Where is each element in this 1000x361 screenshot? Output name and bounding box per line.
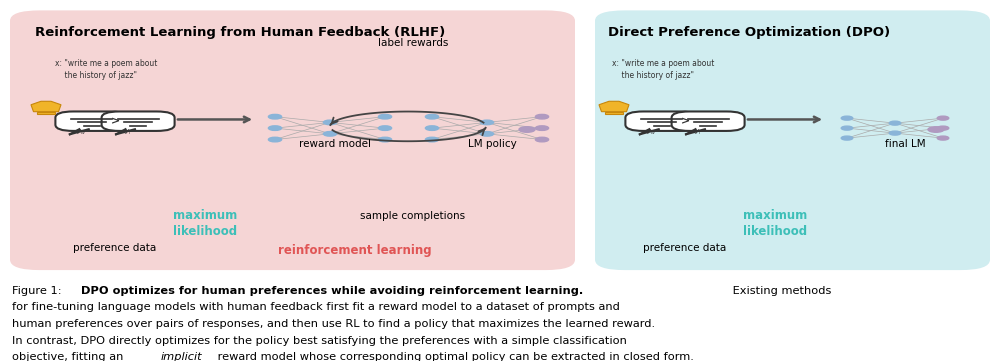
Circle shape (535, 126, 549, 130)
Text: sample completions: sample completions (360, 212, 466, 221)
FancyBboxPatch shape (595, 10, 990, 270)
Text: $y_w$: $y_w$ (76, 127, 87, 137)
Text: for fine-tuning language models with human feedback first fit a reward model to : for fine-tuning language models with hum… (12, 302, 620, 312)
FancyBboxPatch shape (55, 112, 128, 131)
Circle shape (323, 120, 337, 125)
Text: label rewards: label rewards (378, 38, 448, 48)
Text: >: > (680, 116, 690, 126)
Text: >: > (110, 116, 120, 126)
Circle shape (268, 114, 282, 119)
Circle shape (889, 131, 901, 135)
Polygon shape (116, 129, 135, 134)
Text: Figure 1:: Figure 1: (12, 286, 65, 296)
Text: Existing methods: Existing methods (729, 286, 831, 296)
Text: x: "write me a poem about
    the history of jazz": x: "write me a poem about the history of… (612, 59, 714, 80)
Text: x: "write me a poem about
    the history of jazz": x: "write me a poem about the history of… (55, 59, 157, 80)
Circle shape (268, 137, 282, 142)
FancyBboxPatch shape (10, 10, 575, 270)
Circle shape (268, 126, 282, 130)
Circle shape (480, 131, 494, 136)
Text: DPO optimizes for human preferences while avoiding reinforcement learning.: DPO optimizes for human preferences whil… (81, 286, 583, 296)
Circle shape (519, 127, 535, 132)
Circle shape (425, 137, 439, 142)
Text: final LM: final LM (885, 139, 925, 149)
Polygon shape (31, 101, 61, 112)
FancyBboxPatch shape (605, 112, 623, 114)
Circle shape (841, 136, 853, 140)
Text: human preferences over pairs of responses, and then use RL to find a policy that: human preferences over pairs of response… (12, 319, 655, 329)
Circle shape (841, 126, 853, 130)
Circle shape (425, 114, 439, 119)
Circle shape (841, 116, 853, 120)
Circle shape (480, 120, 494, 125)
Polygon shape (70, 129, 89, 134)
Text: reward model whose corresponding optimal policy can be extracted in closed form.: reward model whose corresponding optimal… (214, 352, 694, 361)
Circle shape (937, 136, 949, 140)
Text: preference data: preference data (643, 243, 727, 253)
Circle shape (937, 126, 949, 130)
Circle shape (378, 137, 392, 142)
Circle shape (937, 116, 949, 120)
Text: reinforcement learning: reinforcement learning (278, 244, 432, 257)
FancyBboxPatch shape (625, 112, 698, 131)
Text: maximum
likelihood: maximum likelihood (173, 209, 237, 238)
Circle shape (535, 114, 549, 119)
Text: In contrast, DPO directly optimizes for the policy best satisfying the preferenc: In contrast, DPO directly optimizes for … (12, 335, 627, 345)
Polygon shape (686, 129, 705, 134)
Circle shape (928, 127, 944, 132)
Polygon shape (599, 101, 629, 112)
FancyBboxPatch shape (37, 112, 55, 114)
Text: implicit: implicit (160, 352, 202, 361)
Text: Reinforcement Learning from Human Feedback (RLHF): Reinforcement Learning from Human Feedba… (35, 26, 445, 39)
Text: $y_w$: $y_w$ (646, 127, 657, 137)
Text: LM policy: LM policy (468, 139, 516, 149)
Circle shape (889, 121, 901, 125)
Text: preference data: preference data (73, 243, 157, 253)
FancyBboxPatch shape (102, 112, 175, 131)
Text: objective, fitting an: objective, fitting an (12, 352, 127, 361)
Circle shape (323, 131, 337, 136)
Text: maximum
likelihood: maximum likelihood (743, 209, 807, 238)
Text: Direct Preference Optimization (DPO): Direct Preference Optimization (DPO) (608, 26, 890, 39)
Circle shape (378, 114, 392, 119)
Circle shape (535, 137, 549, 142)
Text: reward model: reward model (299, 139, 371, 149)
Circle shape (425, 126, 439, 130)
Circle shape (378, 126, 392, 130)
FancyBboxPatch shape (672, 112, 745, 131)
Text: $y_i$: $y_i$ (694, 127, 701, 137)
Polygon shape (640, 129, 659, 134)
Text: $y_i$: $y_i$ (124, 127, 131, 137)
